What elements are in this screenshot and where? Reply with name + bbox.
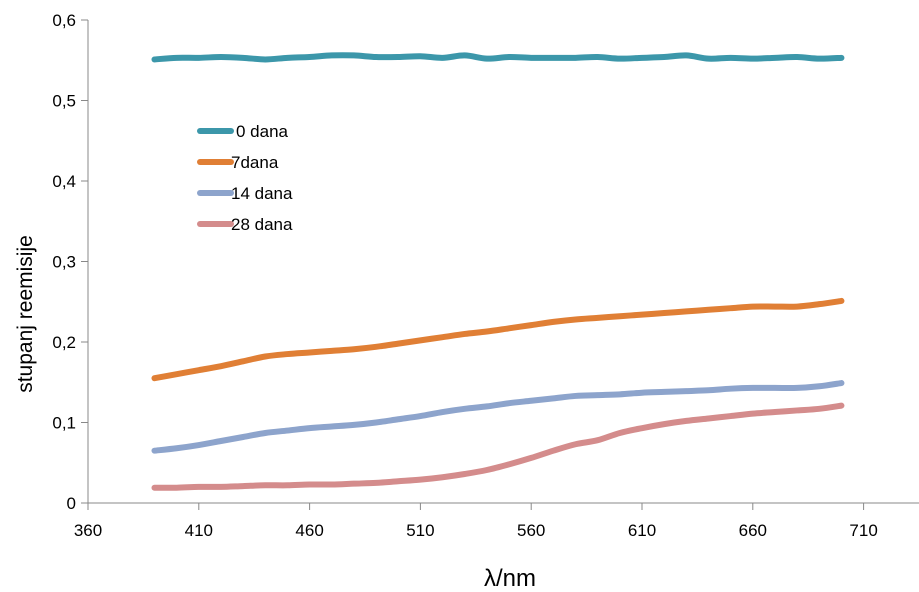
x-tick-label: 460 <box>295 521 323 540</box>
x-tick-label: 410 <box>185 521 213 540</box>
x-tick-label: 510 <box>406 521 434 540</box>
legend-label: 0 dana <box>236 122 289 141</box>
axes <box>87 20 919 504</box>
legend: 0 dana 7dana 14 dana 28 dana <box>197 122 293 234</box>
x-tick-label: 360 <box>74 521 102 540</box>
y-tick-label: 0,5 <box>52 92 76 111</box>
x-ticks: 360 410 460 510 560 610 660 710 <box>74 503 878 540</box>
series-line-2 <box>151 380 845 454</box>
y-tick-label: 0,6 <box>52 11 76 30</box>
x-tick-label: 560 <box>517 521 545 540</box>
y-tick-label: 0,4 <box>52 172 76 191</box>
y-axis-title: stupanj reemisije <box>14 235 37 393</box>
legend-label: 28 dana <box>231 215 293 234</box>
legend-label: 14 dana <box>231 184 293 203</box>
x-axis-title: λ/nm <box>484 565 536 592</box>
x-tick-label: 610 <box>628 521 656 540</box>
series-lines <box>151 52 845 491</box>
x-tick-label: 710 <box>849 521 877 540</box>
y-tick-label: 0,2 <box>52 333 76 352</box>
x-tick-label: 660 <box>739 521 767 540</box>
y-ticks: 0 0,1 0,2 0,3 0,4 0,5 0,6 <box>52 11 88 513</box>
legend-label: 7dana <box>231 153 279 172</box>
series-line-3 <box>151 402 845 491</box>
y-tick-label: 0 <box>67 494 76 513</box>
y-tick-label: 0,1 <box>52 414 76 433</box>
y-tick-label: 0,3 <box>52 253 76 272</box>
series-line-0 <box>151 52 845 63</box>
series-line-1 <box>151 297 845 382</box>
